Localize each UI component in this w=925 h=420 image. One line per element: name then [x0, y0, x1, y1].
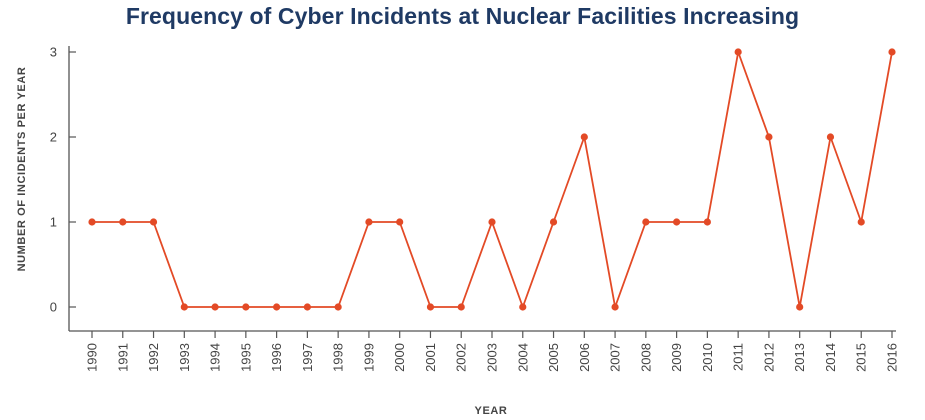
data-point [396, 218, 404, 226]
x-axis-ticks: 1990 1991 1992 1993 1994 1995 1996 1997 1998 1999… [85, 331, 900, 372]
data-point [426, 303, 435, 311]
data-point [273, 303, 281, 311]
data-point [611, 303, 619, 311]
x-tick-label: 1998 [331, 343, 346, 372]
data-point [88, 218, 96, 226]
x-tick-label: 2005 [546, 343, 561, 372]
data-point [580, 133, 588, 141]
x-tick-label: 2013 [792, 343, 807, 372]
data-point [734, 48, 742, 56]
y-axis-title: NUMBER OF INCIDENTS PER YEAR [16, 67, 28, 272]
x-tick-label: 1999 [361, 343, 376, 372]
data-point [334, 303, 342, 311]
data-point [149, 218, 158, 226]
x-tick-label: 1992 [146, 343, 161, 372]
x-tick-label: 2004 [515, 343, 530, 372]
data-point [765, 133, 773, 141]
data-point [211, 303, 219, 311]
x-axis-title: YEAR [475, 405, 508, 417]
x-tick-label: 1990 [85, 343, 100, 372]
x-tick-label: 1993 [177, 343, 192, 372]
x-tick-label: 2000 [392, 343, 407, 372]
x-tick-label: 2009 [669, 343, 684, 372]
x-tick-label: 2014 [823, 343, 838, 372]
data-point [519, 303, 527, 311]
series-points [88, 48, 896, 311]
x-tick-label: 2006 [577, 343, 592, 372]
x-tick-label: 2002 [454, 343, 469, 372]
data-point [642, 218, 650, 226]
y-tick-label: 3 [50, 45, 57, 60]
data-point [180, 303, 188, 311]
data-point [826, 133, 835, 141]
x-tick-label: 1991 [115, 343, 130, 372]
x-tick-label: 1994 [208, 343, 223, 372]
data-point [488, 218, 496, 226]
data-point [242, 303, 250, 311]
y-tick-label: 1 [50, 215, 57, 230]
chart-title: Frequency of Cyber Incidents at Nuclear … [125, 3, 800, 29]
data-point [703, 218, 711, 226]
y-tick-label: 0 [50, 300, 57, 315]
x-tick-label: 1997 [300, 343, 315, 372]
data-point [888, 48, 896, 56]
x-tick-label: 2010 [700, 343, 715, 372]
x-tick-label: 2008 [638, 343, 653, 372]
y-tick-label: 2 [50, 130, 57, 145]
data-point [303, 303, 311, 311]
x-tick-label: 2001 [423, 343, 438, 372]
x-tick-label: 2016 [885, 343, 900, 372]
x-tick-label: 2015 [854, 343, 869, 372]
data-point [365, 218, 373, 226]
x-tick-label: 1995 [238, 343, 253, 372]
data-point [796, 303, 804, 311]
y-axis-ticks: 0 1 2 3 [50, 45, 76, 315]
axes [68, 46, 896, 332]
x-tick-label: 2011 [731, 343, 746, 371]
series-line [92, 51, 893, 308]
data-point [857, 218, 865, 226]
data-point [673, 218, 681, 226]
x-tick-label: 2003 [485, 343, 500, 372]
x-tick-label: 2007 [608, 343, 623, 372]
data-point [457, 303, 465, 311]
x-tick-label: 2012 [761, 343, 776, 372]
data-point [549, 218, 558, 226]
data-point [119, 218, 127, 226]
x-tick-label: 1996 [269, 343, 284, 372]
